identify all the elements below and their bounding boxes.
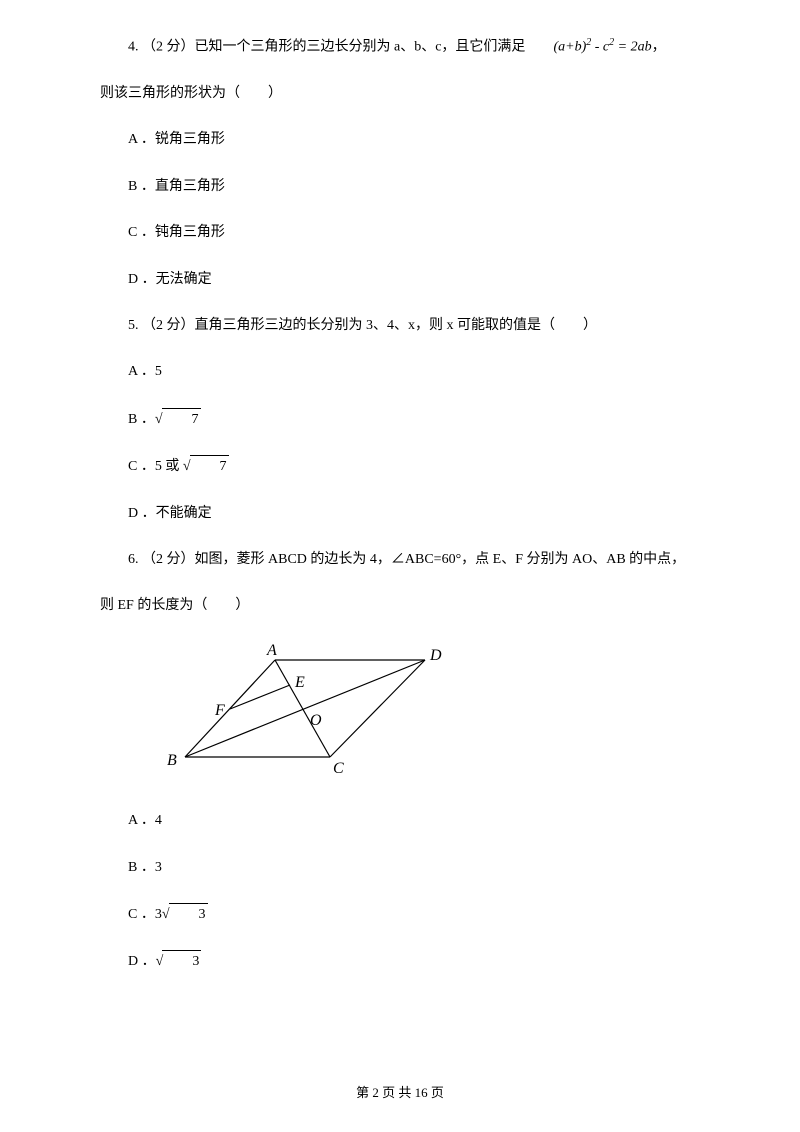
svg-text:O: O	[310, 712, 322, 729]
q6-d-prefix: D ．	[128, 954, 156, 969]
svg-text:D: D	[429, 647, 442, 664]
svg-text:A: A	[266, 642, 277, 659]
q6-figure: A B C D O E F	[160, 642, 700, 790]
q5-option-c: C ．5 或 √7	[100, 455, 700, 478]
q5-option-a: A ．5	[100, 361, 700, 383]
q5-b-prefix: B ．	[128, 412, 155, 427]
question-4-line1: 4. （2 分）已知一个三角形的三边长分别为 a、b、c，且它们满足(a+b)2…	[100, 35, 700, 59]
q6-c-prefix: C ．3	[128, 907, 162, 922]
q6-option-a: A ．4	[100, 810, 700, 832]
q5-c-sqrt: 7	[190, 455, 229, 478]
page-footer: 第 2 页 共 16 页	[100, 1083, 700, 1104]
svg-text:B: B	[167, 752, 177, 769]
q6-c-sqrt: 3	[169, 903, 208, 926]
question-4-line2: 则该三角形的形状为（ ）	[100, 83, 700, 105]
question-6-line1: 6. （2 分）如图，菱形 ABCD 的边长为 4，∠ABC=60°，点 E、F…	[100, 549, 700, 571]
q4-formula: (a+b)2 - c2 = 2ab	[525, 35, 651, 59]
svg-text:F: F	[214, 702, 225, 719]
q5-b-sqrt: 7	[162, 408, 201, 431]
q6-option-c: C ．3√3	[100, 903, 700, 926]
q4-suffix: ，	[652, 39, 666, 54]
q4-text-prefix: 4. （2 分）已知一个三角形的三边长分别为 a、b、c，且它们满足	[128, 39, 525, 54]
svg-text:C: C	[333, 760, 344, 777]
q5-c-prefix: C ．5 或	[128, 459, 183, 474]
svg-text:E: E	[294, 674, 305, 691]
q4-option-d: D ．无法确定	[100, 269, 700, 291]
q5-option-b: B ．√7	[100, 408, 700, 431]
q6-option-d: D ．√3	[100, 950, 700, 973]
q4-option-a: A ．锐角三角形	[100, 129, 700, 151]
q6-d-sqrt: 3	[162, 950, 201, 973]
rhombus-diagram: A B C D O E F	[160, 642, 480, 782]
q6-option-b: B ．3	[100, 857, 700, 879]
q4-option-b: B ．直角三角形	[100, 176, 700, 198]
question-6-line2: 则 EF 的长度为（ ）	[100, 595, 700, 617]
q4-option-c: C ．钝角三角形	[100, 222, 700, 244]
q5-option-d: D ．不能确定	[100, 503, 700, 525]
question-5: 5. （2 分）直角三角形三边的长分别为 3、4、x，则 x 可能取的值是（ ）	[100, 315, 700, 337]
